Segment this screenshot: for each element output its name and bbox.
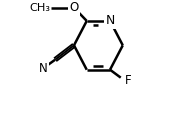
Text: N: N [105, 14, 115, 27]
Text: N: N [39, 62, 48, 75]
Text: F: F [125, 74, 132, 87]
Text: CH₃: CH₃ [30, 3, 51, 13]
Text: O: O [69, 1, 79, 14]
